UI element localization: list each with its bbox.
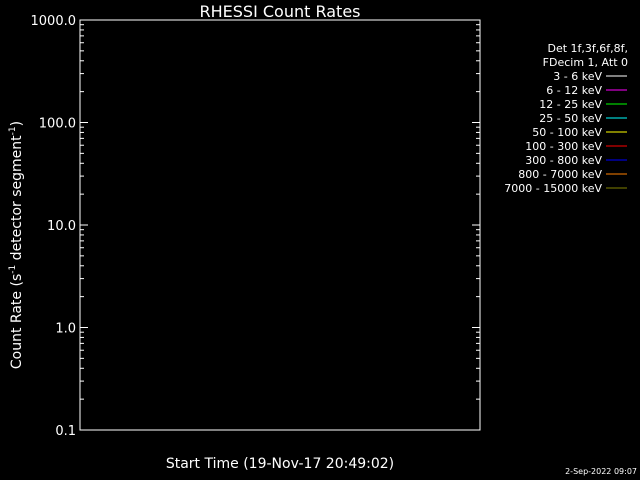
y-axis-label-end: ) [9,121,25,126]
legend-entry-label: 3 - 6 keV [553,70,602,83]
y-axis-label-sup1: -1 [8,265,18,274]
legend-entry-label: 300 - 800 keV [525,154,602,167]
legend-entry-label: 100 - 300 keV [525,140,602,153]
legend-entry-label: 800 - 7000 keV [518,168,602,181]
legend-entry-label: 12 - 25 keV [539,98,602,111]
chart-title: RHESSI Count Rates [200,2,361,21]
legend-entry-label: 25 - 50 keV [539,112,602,125]
y-axis-label-main: Count Rate (s [9,274,25,369]
x-axis-label: Start Time (19-Nov-17 20:49:02) [166,456,394,472]
y-axis-label: Count Rate (s-1 detector segment-1) [8,121,25,369]
y-axis-label-mid: detector segment [9,135,25,265]
y-tick-label: 1.0 [55,322,76,337]
y-tick-label: 0.1 [55,424,76,439]
y-tick-label: 1000.0 [31,14,77,29]
legend-header-line: Det 1f,3f,6f,8f, [547,42,628,55]
y-axis-label-sup2: -1 [8,126,18,135]
legend-header-line: FDecim 1, Att 0 [543,56,628,69]
y-tick-label: 100.0 [39,117,76,132]
legend: Det 1f,3f,6f,8f,FDecim 1, Att 03 - 6 keV… [504,42,628,195]
legend-entry-label: 6 - 12 keV [546,84,602,97]
plot-area: 0.11.010.0100.01000.021:0021:1521:3021:4… [31,14,481,439]
legend-entry-label: 50 - 100 keV [532,126,602,139]
timestamp: 2-Sep-2022 09:07 [565,467,637,476]
y-tick-label: 10.0 [47,219,76,234]
legend-entry-label: 7000 - 15000 keV [504,182,602,195]
